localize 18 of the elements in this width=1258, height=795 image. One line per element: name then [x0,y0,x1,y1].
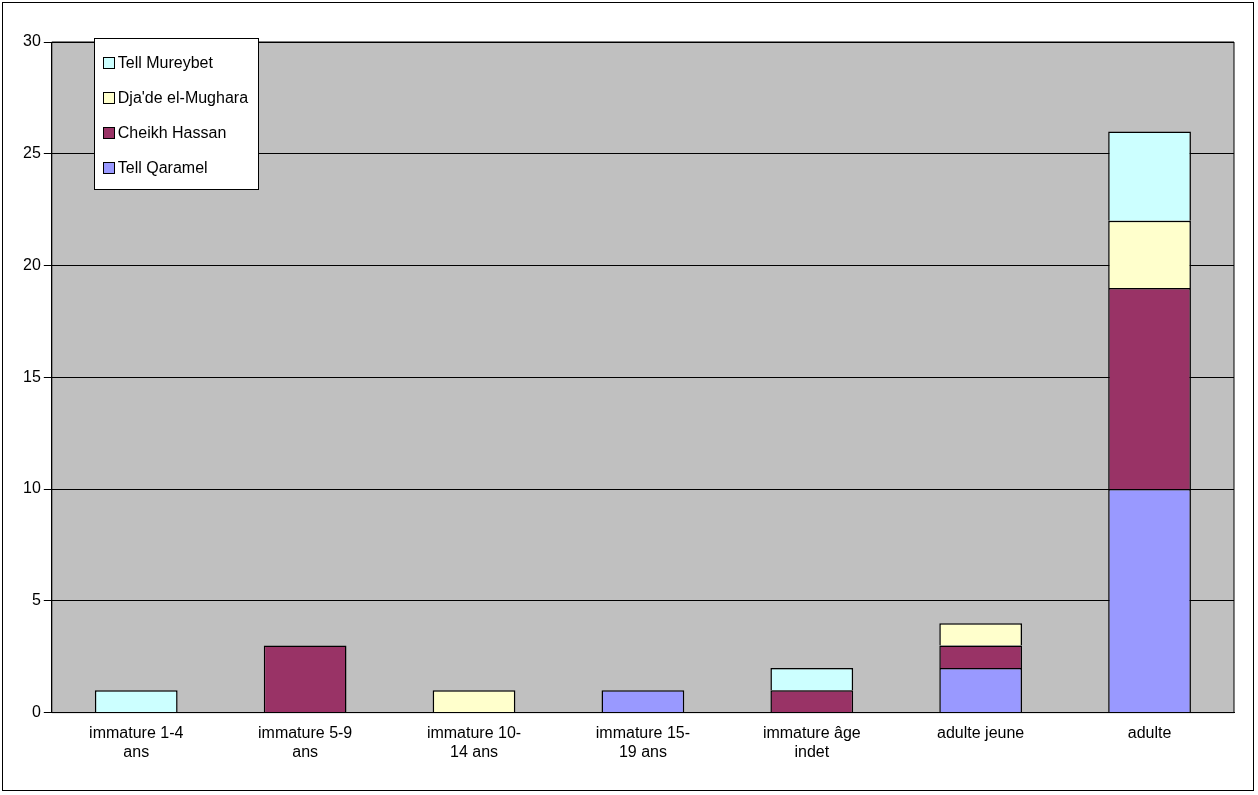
x-tick-label: immature 10-14 ans [426,723,522,760]
x-tick-label: immature 1-4 ans [89,723,184,760]
y-tick-label: 30 [23,32,41,50]
x-tick-label: immature 5-9 ans [258,723,353,760]
legend-label: Cheikh Hassan [117,123,227,142]
y-tick-label: 5 [31,591,41,609]
y-tick-label: 10 [23,479,41,497]
y-tick-label: 20 [23,255,41,273]
x-tick-label: adulte [1127,723,1172,741]
legend-label: Tell Mureybet [117,53,213,72]
x-tick-label: immature 15-19 ans [595,723,691,760]
y-tick-label: 25 [23,144,41,162]
legend-label: Dja'de el-Mughara [117,88,249,107]
x-tick-label: immature âge indet [762,723,861,760]
y-tick-label: 0 [31,703,41,721]
x-tick-label: adulte jeune [937,723,1025,741]
y-tick-label: 15 [23,367,41,385]
legend-label: Tell Qaramel [117,158,208,177]
